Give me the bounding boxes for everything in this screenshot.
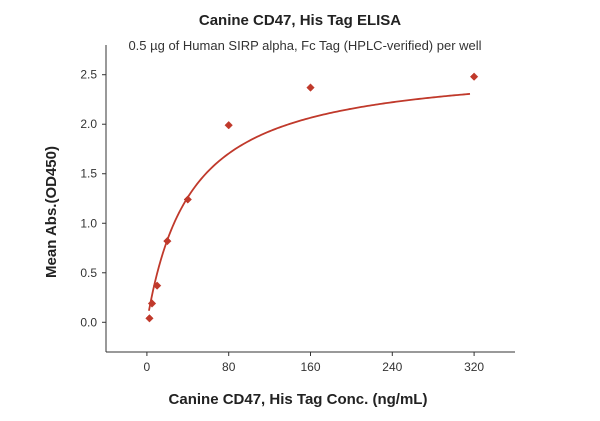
chart-title: Canine CD47, His Tag ELISA: [199, 12, 401, 29]
fit-curve: [148, 93, 471, 311]
x-tick-label: 160: [300, 360, 320, 374]
data-point: [224, 121, 233, 130]
data-point: [306, 83, 315, 92]
data-point: [469, 72, 479, 81]
x-tick-label: 80: [222, 360, 236, 374]
x-tick-label: 240: [382, 360, 402, 374]
y-tick-label: 1.5: [80, 167, 97, 181]
data-point: [147, 299, 157, 308]
y-tick-label: 0.5: [80, 266, 97, 280]
chart-subtitle: 0.5 µg of Human SIRP alpha, Fc Tag (HPLC…: [128, 38, 481, 53]
data-point: [145, 314, 154, 323]
y-axis-label: Mean Abs.(OD450): [43, 146, 60, 278]
x-tick-label: 320: [464, 360, 484, 374]
fit-curve-group: [148, 93, 471, 311]
y-tick-label: 2.0: [80, 117, 97, 131]
x-tick-label: 0: [144, 360, 151, 374]
data-points: [145, 72, 479, 323]
x-axis-label: Canine CD47, His Tag Conc. (ng/mL): [169, 391, 428, 408]
data-point: [152, 281, 162, 290]
y-tick-label: 0.0: [80, 315, 97, 329]
y-tick-label: 2.5: [80, 68, 97, 82]
y-tick-label: 1.0: [80, 216, 97, 230]
x-ticks: 0 80 160 240 320: [144, 352, 484, 374]
y-ticks: 0.0 0.5 1.0 1.5 2.0 2.5: [80, 68, 106, 329]
data-point: [183, 195, 192, 204]
data-point: [163, 236, 172, 246]
